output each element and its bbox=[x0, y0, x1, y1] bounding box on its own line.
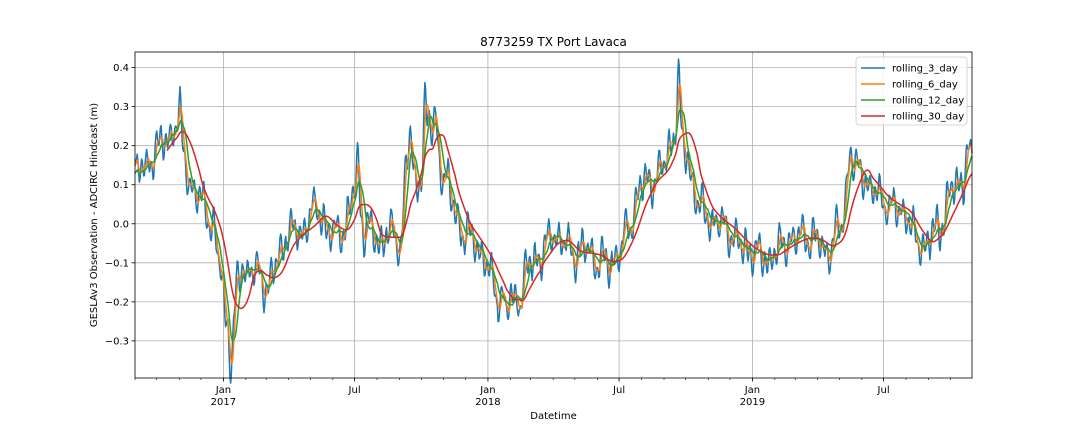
plot-frame bbox=[134, 51, 973, 379]
x-tick-label: Jul bbox=[348, 385, 361, 396]
y-tick-label: 0.4 bbox=[113, 63, 129, 74]
y-tick-label: −0.3 bbox=[105, 336, 129, 347]
grid bbox=[135, 52, 972, 378]
x-tick-label: Jan bbox=[479, 385, 495, 396]
legend-label-rolling_30_day: rolling_30_day bbox=[892, 112, 964, 123]
x-tick-sublabel: 2017 bbox=[211, 397, 236, 408]
series-line-rolling_6_day bbox=[134, 84, 973, 365]
series-line-rolling_30_day bbox=[166, 130, 973, 310]
y-tick-label: −0.1 bbox=[105, 258, 129, 269]
series-group bbox=[134, 58, 973, 384]
y-tick-label: 0.0 bbox=[113, 219, 129, 230]
x-axis-label: Datetime bbox=[530, 411, 577, 422]
chart-title: 8773259 TX Port Lavaca bbox=[480, 35, 627, 49]
x-tick-sublabel: 2018 bbox=[475, 397, 500, 408]
y-tick-label: 0.2 bbox=[113, 141, 129, 152]
y-tick-label: 0.3 bbox=[113, 102, 129, 113]
legend-label-rolling_3_day: rolling_3_day bbox=[892, 64, 958, 75]
series-line-rolling_3_day bbox=[134, 58, 973, 384]
x-tick-label: Jan bbox=[744, 385, 760, 396]
legend-label-rolling_12_day: rolling_12_day bbox=[892, 96, 964, 107]
legend-label-rolling_6_day: rolling_6_day bbox=[892, 80, 958, 91]
x-tick-label: Jul bbox=[877, 385, 890, 396]
y-axis-label: GESLAv3 Observation - ADCIRC Hindcast (m… bbox=[89, 103, 100, 327]
x-tick-label: Jul bbox=[612, 385, 625, 396]
legend-box bbox=[855, 56, 968, 126]
legend: rolling_3_day rolling_6_day rolling_12_day… bbox=[855, 56, 968, 126]
y-tick-label: 0.1 bbox=[113, 180, 129, 191]
x-tick-label: Jan bbox=[215, 385, 231, 396]
y-tick-label: −0.2 bbox=[105, 297, 129, 308]
series-line-rolling_12_day bbox=[134, 108, 973, 342]
y-axis: −0.3 −0.2 −0.1 0.0 0.1 0.2 0.3 0.4 bbox=[105, 63, 135, 347]
x-tick-sublabel: 2019 bbox=[740, 397, 765, 408]
